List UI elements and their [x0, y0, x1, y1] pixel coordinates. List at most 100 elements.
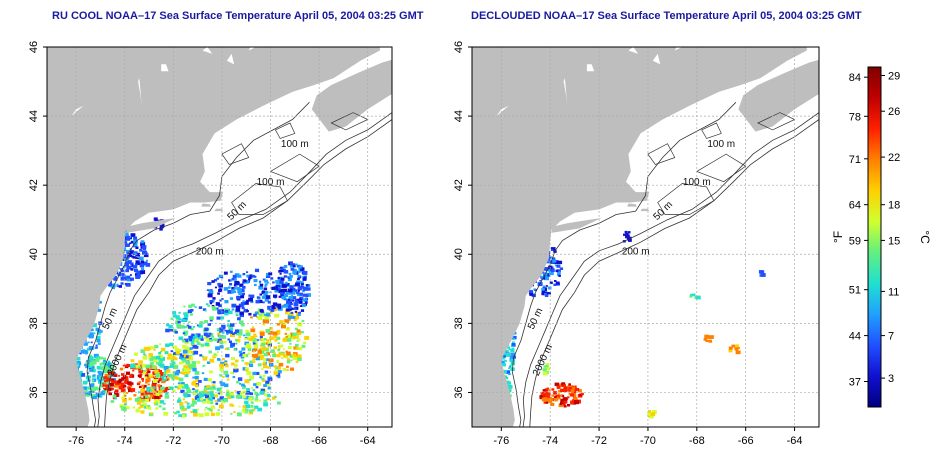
left-sst-pixel	[273, 395, 277, 399]
left-sst-pixel	[180, 325, 184, 328]
left-sst-pixel	[281, 305, 284, 308]
left-sst-pixel	[259, 376, 262, 379]
left-sst-pixel	[223, 271, 228, 275]
left-sst-pixel	[208, 332, 212, 336]
left-sst-pixel	[138, 399, 144, 403]
left-sst-pixel	[120, 282, 124, 285]
right-sst-pixel	[512, 341, 515, 344]
left-sst-pixel	[231, 308, 235, 311]
left-sst-pixel	[122, 266, 126, 269]
left-sst-pixel	[86, 372, 90, 375]
left-sst-pixel	[227, 290, 233, 294]
left-land-island	[201, 203, 211, 207]
left-sst-pixel	[196, 342, 201, 345]
left-sst-pixel	[174, 345, 178, 348]
right-lake	[563, 78, 568, 106]
left-sst-pixel	[99, 363, 103, 366]
left-sst-pixel	[153, 366, 156, 369]
left-sst-pixel	[176, 410, 180, 414]
left-sst-pixel	[126, 283, 131, 287]
left-lon-tick-label: -72	[165, 435, 181, 447]
left-sst-pixel	[132, 264, 138, 269]
left-sst-pixel	[132, 256, 136, 259]
left-sst-pixel	[140, 410, 145, 414]
left-sst-pixel	[122, 364, 125, 367]
right-sst-pixel	[735, 347, 739, 351]
left-sst-pixel	[262, 323, 265, 326]
left-sst-pixel	[252, 358, 256, 361]
left-sst-pixel	[111, 374, 115, 377]
left-sst-pixel	[178, 317, 181, 321]
left-sst-pixel	[196, 398, 202, 402]
right-sst-pixel	[545, 401, 549, 404]
left-sst-pixel	[266, 272, 270, 277]
left-sst-pixel	[284, 275, 288, 278]
left-sst-pixel	[259, 280, 262, 283]
left-sst-pixel	[203, 377, 208, 381]
celsius-tick-label: 11	[888, 286, 899, 298]
left-sst-pixel	[145, 369, 148, 371]
left-sst-pixel	[138, 381, 141, 384]
left-sst-pixel	[290, 285, 294, 289]
left-sst-pixel	[293, 269, 297, 273]
left-sst-pixel	[301, 331, 304, 334]
left-sst-pixel	[231, 287, 236, 291]
left-sst-pixel	[220, 316, 225, 320]
left-sst-pixel	[257, 363, 262, 367]
left-sst-pixel	[229, 283, 233, 286]
right-sst-pixel	[550, 402, 555, 406]
left-sst-pixel	[240, 355, 245, 359]
left-sst-pixel	[286, 365, 289, 368]
left-sst-pixel	[190, 365, 194, 368]
right-sst-pixel	[728, 349, 733, 353]
left-lake	[202, 47, 213, 54]
left-sst-pixel	[161, 376, 164, 379]
right-sst-pixel	[759, 270, 765, 274]
left-sst-pixel	[290, 332, 293, 335]
left-sst-pixel	[208, 407, 213, 411]
right-lake	[586, 64, 595, 72]
left-sst-pixel	[181, 386, 186, 389]
right-sst-pixel	[561, 382, 566, 386]
left-sst-pixel	[263, 287, 268, 291]
left-sst-pixel	[281, 295, 286, 300]
left-sst-pixel	[255, 300, 260, 304]
left-sst-pixel	[228, 331, 231, 334]
left-sst-pixel	[251, 274, 255, 278]
left-sst-pixel	[253, 313, 257, 317]
left-sst-pixel	[264, 338, 267, 341]
left-sst-pixel	[183, 384, 189, 389]
right-sst-pixel	[571, 399, 575, 402]
left-sst-pixel	[174, 347, 179, 352]
right-sst-pixel	[547, 286, 552, 290]
left-sst-pixel	[297, 289, 300, 292]
left-sst-pixel	[230, 371, 234, 375]
right-sst-pixel	[558, 397, 561, 400]
left-sst-pixel	[106, 390, 110, 394]
left-sst-pixel	[248, 397, 253, 401]
left-sst-pixel	[183, 305, 186, 308]
left-sst-pixel	[267, 343, 272, 347]
left-sst-pixel	[93, 374, 96, 377]
right-sst-pixel	[563, 405, 567, 408]
left-sst-pixel	[192, 367, 197, 372]
left-sst-pixel	[119, 386, 124, 390]
left-sst-pixel	[226, 347, 230, 350]
left-sst-pixel	[249, 294, 255, 299]
left-sst-pixel	[146, 390, 150, 393]
left-sst-pixel	[118, 285, 122, 288]
left-sst-pixel	[278, 283, 281, 286]
left-sst-pixel	[238, 288, 242, 291]
right-sst-pixel	[625, 232, 629, 236]
left-sst-pixel	[193, 412, 198, 417]
left-sst-pixel	[173, 365, 179, 369]
left-sst-pixel	[185, 370, 190, 374]
right-lake	[496, 105, 509, 117]
left-sst-pixel	[147, 407, 152, 410]
left-sst-pixel	[202, 401, 206, 404]
left-sst-pixel	[222, 309, 226, 313]
left-sst-pixel	[279, 280, 284, 285]
left-sst-pixel	[165, 323, 170, 327]
left-sst-pixel	[278, 270, 282, 273]
right-lon-tick-label: -64	[787, 435, 803, 447]
